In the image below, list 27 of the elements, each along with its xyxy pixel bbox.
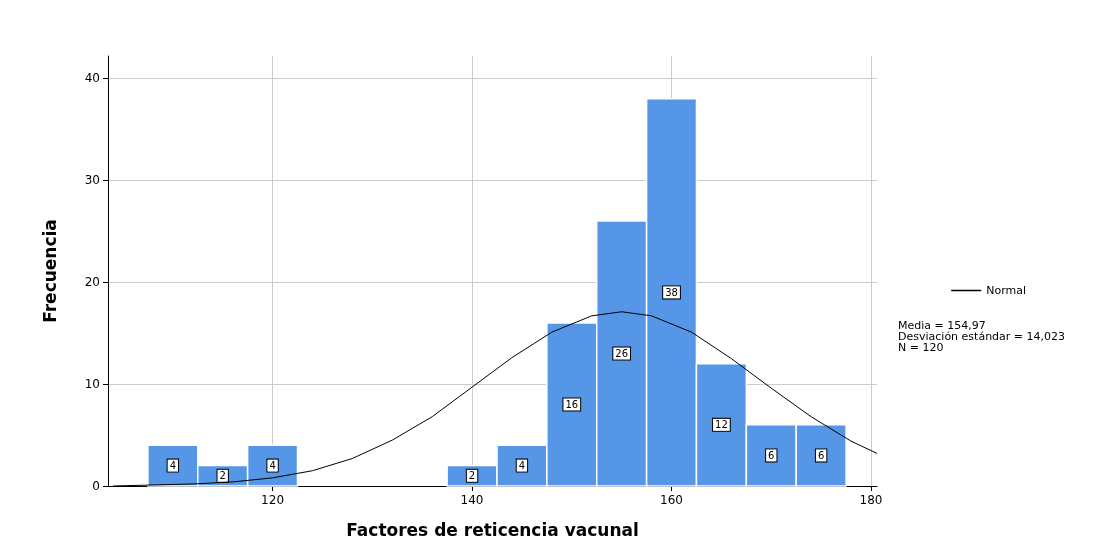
y-axis-title: Frecuencia bbox=[39, 219, 60, 323]
data-label: 6 bbox=[817, 449, 825, 461]
y-tick-label: 40 bbox=[84, 71, 100, 86]
data-label: 4 bbox=[518, 460, 526, 472]
data-label: 2 bbox=[219, 470, 226, 482]
data-label: 2 bbox=[468, 470, 476, 482]
y-tick-label: 20 bbox=[84, 275, 100, 290]
data-label: 12 bbox=[715, 419, 728, 431]
x-axis-title: Factores de reticencia vacunal bbox=[346, 519, 639, 540]
text: N = 120 bbox=[898, 341, 944, 354]
data-label: 6 bbox=[768, 449, 775, 461]
x-tick-label: 160 bbox=[660, 493, 683, 507]
x-tick-label: 140 bbox=[460, 493, 484, 507]
y-tick-label: 0 bbox=[92, 479, 100, 493]
y-tick-label: 30 bbox=[84, 173, 100, 188]
x-tick-label: 120 bbox=[261, 493, 285, 507]
data-label: 4 bbox=[169, 460, 177, 472]
data-label: 38 bbox=[665, 286, 678, 298]
data-label: 4 bbox=[269, 460, 276, 472]
data-label: 16 bbox=[565, 398, 579, 410]
y-tick-label: 10 bbox=[84, 377, 100, 392]
text: Desviación estándar = 14,023 bbox=[898, 330, 1066, 343]
text: Media = 154,97 bbox=[898, 319, 986, 332]
x-tick-label: 180 bbox=[859, 493, 883, 507]
line-series bbox=[112, 311, 878, 487]
legend-label: Normal bbox=[986, 284, 1027, 297]
data-label: 26 bbox=[615, 348, 629, 360]
